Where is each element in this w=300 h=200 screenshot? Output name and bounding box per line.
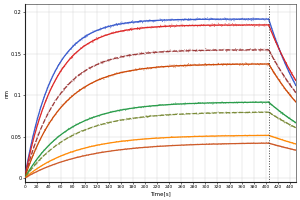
X-axis label: Time[s]: Time[s] <box>150 191 171 196</box>
Y-axis label: nm: nm <box>4 89 9 98</box>
